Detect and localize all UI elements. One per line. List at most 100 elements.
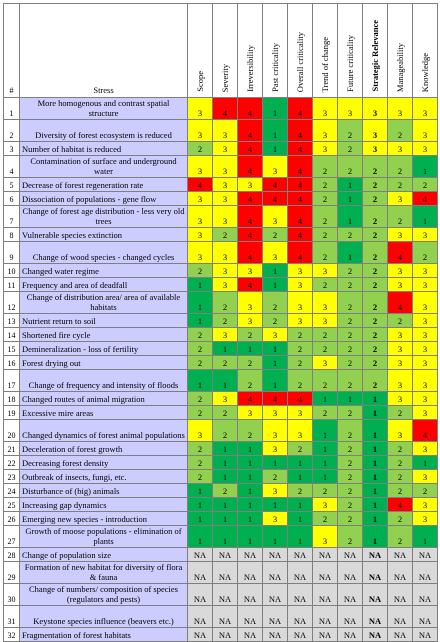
rating-cell: NA (312, 561, 338, 584)
stress-label: Shortened fire cycle (19, 327, 188, 342)
rating-cell: 4 (412, 419, 438, 442)
rating-cell: 3 (412, 263, 438, 278)
rating-cell: 2 (362, 341, 388, 356)
rating-cell: 2 (337, 419, 363, 442)
row-number: 29 (3, 561, 20, 584)
rating-cell: 4 (237, 205, 263, 228)
column-header-future-criticality: Future criticality (337, 3, 363, 98)
rating-cell: 1 (187, 511, 213, 526)
rating-cell: NA (237, 627, 263, 642)
rating-cell: NA (262, 547, 288, 562)
rating-cell: 1 (287, 525, 313, 548)
rating-cell: 3 (287, 313, 313, 328)
rating-cell: 2 (212, 313, 238, 328)
rating-cell: 3 (412, 469, 438, 484)
stress-criticality-table: # Stress Scope Severity Irreversibility … (3, 3, 438, 642)
rating-cell: NA (337, 605, 363, 628)
rating-cell: 1 (287, 469, 313, 484)
rating-cell: 2 (262, 313, 288, 328)
rating-cell: 3 (387, 227, 413, 242)
rating-cell: 1 (312, 469, 338, 484)
rating-cell: 2 (287, 441, 313, 456)
rating-cell: 2 (337, 263, 363, 278)
rating-cell: NA (312, 605, 338, 628)
rating-cell: 2 (387, 441, 413, 456)
column-header-number: # (3, 3, 20, 98)
rating-cell: 1 (312, 391, 338, 406)
rating-cell: 2 (362, 263, 388, 278)
rating-cell: 3 (412, 291, 438, 314)
rating-cell: 1 (312, 455, 338, 470)
rating-cell: 4 (287, 119, 313, 142)
rating-cell: 1 (412, 205, 438, 228)
rating-cell: 3 (287, 263, 313, 278)
rating-cell: 3 (412, 227, 438, 242)
rating-cell: 3 (312, 119, 338, 142)
rating-cell: 1 (187, 277, 213, 292)
stress-label: Change of wood species - changed cycles (19, 241, 188, 264)
rating-cell: 2 (262, 469, 288, 484)
rating-cell: 1 (187, 369, 213, 392)
table-row: 23 Outbreak of insects, fungi, etc. 2 1 1 2 1 1… (3, 469, 438, 484)
stress-label: Change of population size (19, 547, 188, 562)
rating-cell: 2 (362, 191, 388, 206)
rating-cell: 3 (387, 369, 413, 392)
rating-cell: NA (337, 561, 363, 584)
rating-cell: 1 (337, 177, 363, 192)
rating-cell: 2 (337, 327, 363, 342)
rating-cell: NA (387, 627, 413, 642)
table-row: 4 Contamination of surface and undergroun… (3, 155, 438, 178)
rating-cell: 2 (362, 227, 388, 242)
stress-label: Emerging new species - introduction (19, 511, 188, 526)
row-number: 16 (3, 355, 20, 370)
stress-label: More homogenous and contrast spatial str… (19, 97, 188, 120)
rating-cell: 3 (387, 419, 413, 442)
row-number: 28 (3, 547, 20, 562)
rating-cell: 2 (312, 277, 338, 292)
rating-cell: 3 (387, 391, 413, 406)
rating-cell: 2 (387, 483, 413, 498)
stress-label: Dissociation of populations - gene flow (19, 191, 188, 206)
column-header-strategic-relevance: Strategic Relevance (362, 3, 388, 98)
rating-cell: 3 (312, 497, 338, 512)
table-row: 13 Nutrient return to soil 1 2 3 2 3 3 2 2 2 3 (3, 313, 438, 328)
rating-cell: 2 (187, 263, 213, 278)
rating-cell: 3 (187, 191, 213, 206)
table-row: 24 Disturbance of (big) animals 1 2 1 3 2 2 2 1 2 2 (3, 483, 438, 498)
rating-cell: 2 (312, 227, 338, 242)
stress-rows: 1 More homogenous and contrast spatial st… (3, 97, 438, 642)
stress-label: Changed routes of animal migration (19, 391, 188, 406)
rating-cell: NA (237, 561, 263, 584)
column-header-past-criticality: Past criticality (262, 3, 288, 98)
row-number: 23 (3, 469, 20, 484)
row-number: 19 (3, 405, 20, 420)
stress-label: Diversity of forest ecosystem is reduced (19, 119, 188, 142)
stress-label: Outbreak of insects, fungi, etc. (19, 469, 188, 484)
rating-cell: 2 (187, 391, 213, 406)
rating-cell: NA (187, 605, 213, 628)
rating-cell: 3 (262, 441, 288, 456)
rating-cell: 2 (312, 155, 338, 178)
rating-cell: 2 (387, 205, 413, 228)
stress-label: Formation of new habitat for diversity o… (19, 561, 188, 584)
rating-cell: 1 (312, 441, 338, 456)
rating-cell: 3 (262, 511, 288, 526)
rating-cell: 4 (212, 97, 238, 120)
rating-cell: 1 (362, 525, 388, 548)
table-row: 15 Demineralization - loss of fertility 2 1… (3, 341, 438, 356)
rating-cell: 2 (362, 205, 388, 228)
rating-cell: 2 (387, 455, 413, 470)
rating-cell: 2 (362, 277, 388, 292)
rating-cell: 1 (212, 511, 238, 526)
row-number: 6 (3, 191, 20, 206)
rating-cell: 2 (312, 327, 338, 342)
stress-label: Increasing gap dynamics (19, 497, 188, 512)
rating-cell: 3 (262, 241, 288, 264)
column-header-label: Trend of change (320, 36, 330, 92)
rating-cell: 1 (212, 441, 238, 456)
column-header-label: Scope (195, 71, 205, 92)
rating-cell: 1 (262, 341, 288, 356)
rating-cell: NA (237, 605, 263, 628)
stress-label: Growth of moose populations - eliminatio… (19, 525, 188, 548)
rating-cell: 2 (387, 511, 413, 526)
